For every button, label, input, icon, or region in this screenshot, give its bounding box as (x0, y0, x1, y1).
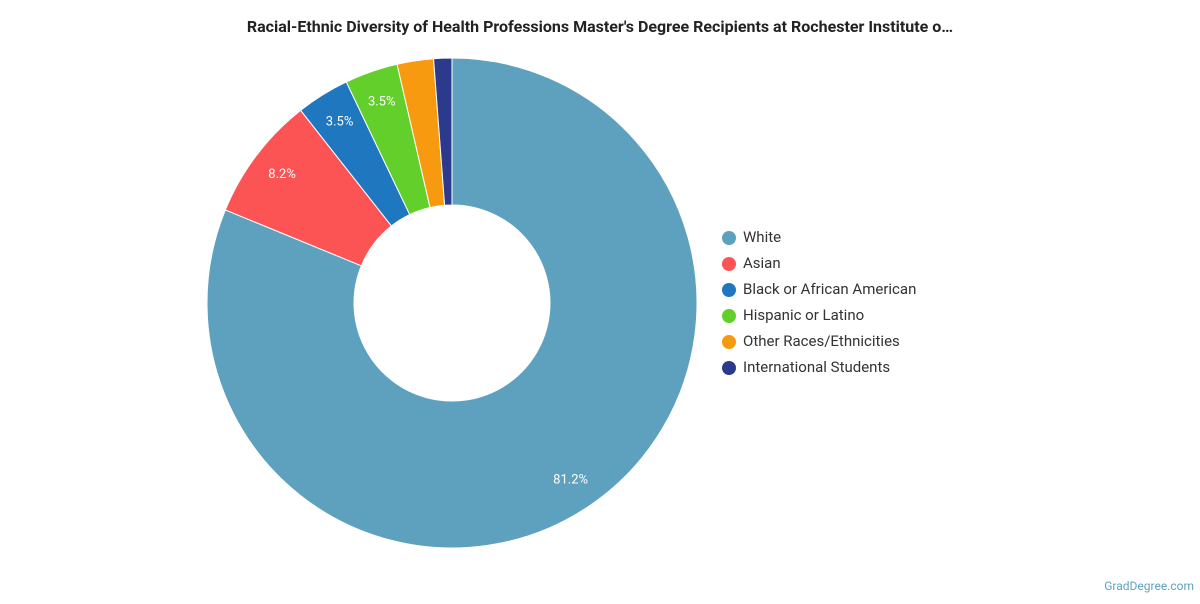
slice (206, 57, 698, 549)
legend-label: Black or African American (743, 280, 916, 298)
legend-marker (722, 335, 736, 349)
legend-marker (722, 361, 736, 375)
credit: GradDegree.com (1104, 579, 1194, 593)
legend-marker (722, 283, 736, 297)
value-label: 3.5% (326, 115, 354, 130)
chart-title: Racial-Ethnic Diversity of Health Profes… (247, 17, 953, 36)
value-label: 8.2% (268, 167, 296, 182)
legend-marker (722, 231, 736, 245)
legend-label: International Students (743, 358, 890, 376)
legend-label: Hispanic or Latino (743, 306, 864, 324)
legend-marker (722, 257, 736, 271)
legend-label: White (743, 228, 781, 246)
legend-label: Other Races/Ethnicities (743, 332, 900, 350)
legend-marker (722, 309, 736, 323)
value-label: 3.5% (368, 94, 396, 109)
legend-label: Asian (743, 254, 781, 272)
value-label: 81.2% (553, 472, 588, 487)
slice (433, 57, 453, 206)
